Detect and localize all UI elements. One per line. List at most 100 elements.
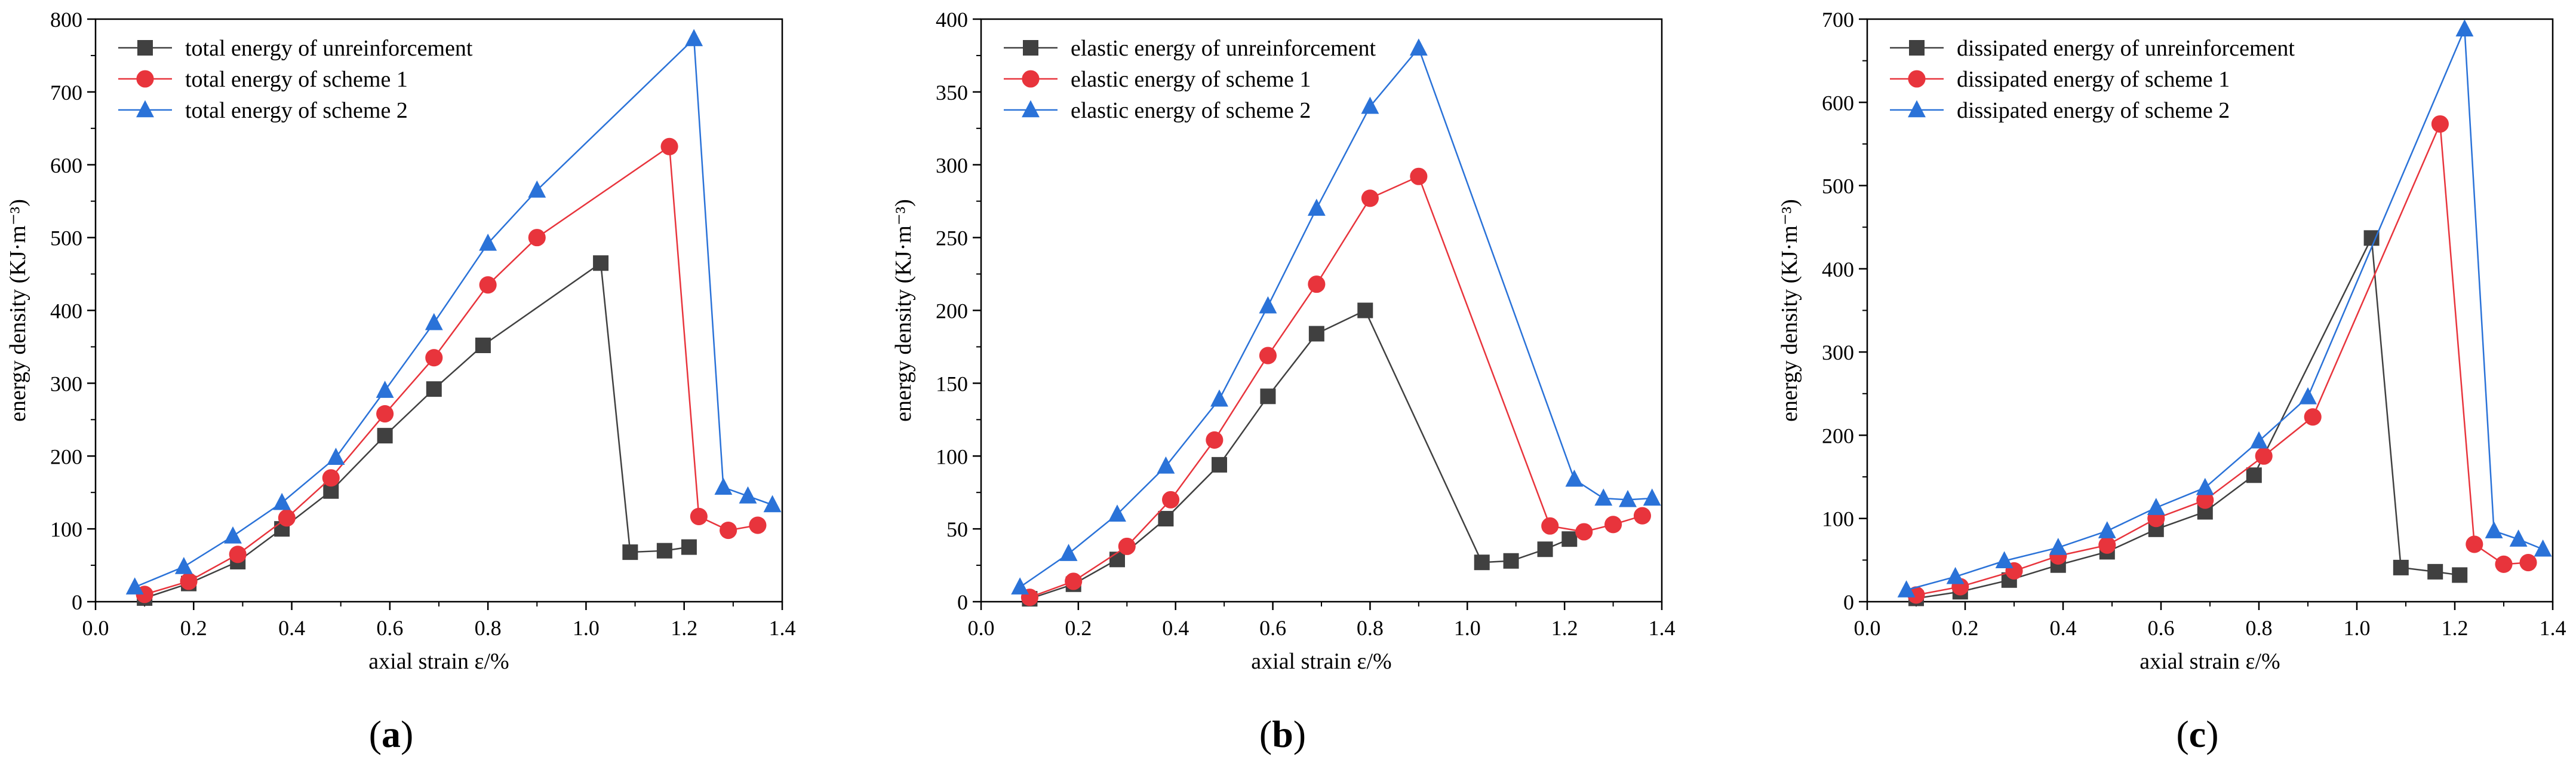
data-point — [2147, 498, 2165, 515]
x-tick-label: 0.0 — [968, 616, 995, 640]
y-tick-label: 500 — [50, 226, 82, 250]
data-point — [1210, 389, 1228, 407]
data-point — [1503, 553, 1519, 569]
y-tick-label: 400 — [50, 299, 82, 323]
data-point — [426, 381, 442, 397]
data-point — [1206, 431, 1224, 449]
y-tick-label: 800 — [50, 8, 82, 32]
data-point — [1361, 189, 1379, 207]
chart-panel-b: 0.0 0.2 0.4 0.6 0.8 1.0 1.2 1.4 0 50 100 150 200 250 3… — [891, 8, 1676, 755]
data-point — [1059, 544, 1078, 561]
data-point — [2393, 559, 2409, 575]
y-tick-label: 0 — [1843, 590, 1854, 614]
data-point — [1604, 516, 1622, 534]
data-point — [685, 29, 703, 47]
x-tick-label: 0.6 — [2148, 616, 2175, 640]
data-point — [1108, 504, 1126, 522]
legend-label: dissipated energy of scheme 2 — [1957, 98, 2230, 123]
x-tick-label: 0.0 — [82, 616, 109, 640]
series-line — [1916, 124, 2529, 596]
y-tick-label: 100 — [936, 445, 968, 468]
chart-panel-c: 0.0 0.2 0.4 0.6 0.8 1.0 1.2 1.4 0 100 200 300 400 500… — [1777, 8, 2566, 755]
panel-label: (b) — [1259, 713, 1306, 755]
data-point — [749, 516, 767, 534]
data-point — [1308, 326, 1324, 342]
data-point — [1260, 388, 1276, 405]
x-tick-label: 0.2 — [180, 616, 207, 640]
x-tick-label: 0.8 — [475, 616, 502, 640]
data-point — [180, 572, 198, 590]
data-point — [2304, 408, 2322, 426]
y-tick-label: 100 — [50, 517, 82, 541]
x-tick-label: 1.4 — [1649, 616, 1676, 640]
y-tick-label: 300 — [936, 154, 968, 177]
data-point — [528, 180, 546, 198]
y-tick-label: 150 — [936, 372, 968, 396]
y-tick-label: 350 — [936, 81, 968, 105]
data-point — [690, 507, 708, 525]
legend-label: total energy of scheme 1 — [185, 67, 408, 92]
data-point — [2485, 521, 2503, 538]
data-point — [1619, 489, 1637, 507]
data-point — [2509, 529, 2528, 547]
data-point — [2519, 553, 2537, 572]
data-point — [2049, 538, 2067, 555]
x-tick-label: 0.4 — [278, 616, 305, 640]
data-point — [1162, 491, 1180, 508]
x-tick-label: 0.2 — [1065, 616, 1092, 640]
data-point — [1361, 96, 1379, 114]
y-tick-label: 400 — [936, 8, 968, 32]
data-point — [1474, 554, 1490, 571]
panel-label: (a) — [369, 713, 414, 755]
data-point — [1541, 517, 1559, 535]
y-tick-label: 400 — [1822, 258, 1854, 281]
data-point — [2363, 230, 2380, 246]
y-tick-label: 700 — [50, 81, 82, 105]
x-tick-label: 1.4 — [769, 616, 796, 640]
data-point — [1565, 469, 1584, 487]
data-point — [720, 522, 737, 540]
data-point — [1897, 580, 1916, 598]
legend-label: elastic energy of scheme 2 — [1071, 98, 1311, 123]
legend-marker — [1908, 70, 1926, 88]
data-point — [593, 255, 609, 271]
data-point — [1065, 572, 1083, 590]
data-point — [739, 486, 757, 504]
y-tick-label: 0 — [72, 590, 82, 614]
data-point — [1259, 296, 1277, 314]
data-point — [1109, 552, 1125, 568]
data-point — [656, 543, 672, 559]
legend-label: total energy of scheme 2 — [185, 98, 408, 123]
data-point — [2196, 491, 2214, 509]
data-point — [376, 405, 394, 423]
x-tick-label: 0.8 — [1357, 616, 1384, 640]
data-point — [1946, 566, 1965, 584]
x-tick-label: 1.0 — [573, 616, 600, 640]
data-point — [2466, 535, 2483, 553]
data-point — [174, 557, 193, 574]
data-point — [273, 492, 291, 510]
y-tick-label: 0 — [957, 590, 968, 614]
data-point — [1011, 577, 1029, 595]
series-0 — [1908, 230, 2468, 606]
data-point — [2534, 539, 2552, 557]
y-tick-label: 200 — [936, 299, 968, 323]
data-point — [229, 546, 247, 563]
x-tick-label: 1.0 — [1454, 616, 1481, 640]
data-point — [1594, 488, 1613, 506]
data-point — [622, 544, 638, 560]
x-axis-title: axial strain ε/% — [1251, 649, 1391, 674]
legend: dissipated energy of unreinforcement diss… — [1890, 36, 2295, 123]
data-point — [1158, 511, 1174, 527]
data-point — [1212, 457, 1227, 473]
y-tick-label: 200 — [1822, 424, 1854, 448]
data-point — [1157, 456, 1175, 474]
data-point — [1537, 541, 1553, 557]
data-point — [479, 233, 497, 251]
x-tick-label: 0.2 — [1952, 616, 1979, 640]
series-line — [1019, 47, 1652, 588]
x-axis-title: axial strain ε/% — [368, 649, 509, 674]
data-point — [660, 137, 678, 155]
legend-label: total energy of unreinforcement — [185, 36, 473, 61]
data-point — [425, 312, 443, 330]
